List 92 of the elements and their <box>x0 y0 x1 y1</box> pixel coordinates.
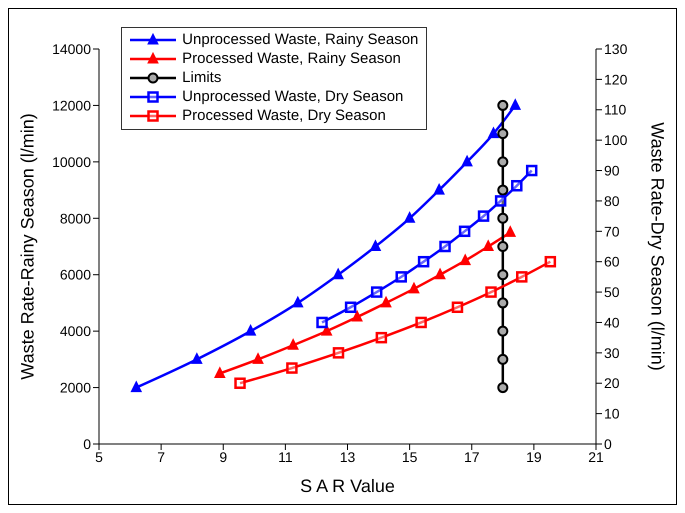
point <box>286 362 298 374</box>
point <box>497 184 508 196</box>
point <box>497 326 508 337</box>
point <box>452 302 464 314</box>
y2-tick-label: 30 <box>604 344 620 361</box>
x-tick-label: 17 <box>464 448 480 465</box>
point <box>370 286 382 298</box>
point <box>376 332 388 344</box>
point <box>434 268 446 280</box>
point <box>482 240 494 251</box>
point <box>380 296 392 308</box>
y-tick-label: 4000 <box>60 323 92 340</box>
point <box>485 286 497 298</box>
point <box>130 381 142 392</box>
y-tick-label: 12000 <box>52 97 92 114</box>
point <box>516 271 528 283</box>
point <box>478 210 490 222</box>
point <box>404 212 416 223</box>
point <box>497 382 508 394</box>
point <box>458 226 470 238</box>
point <box>214 366 226 378</box>
y2-tick-label: 120 <box>604 71 628 88</box>
point <box>511 180 523 192</box>
x-axis-title: S A R Value <box>300 476 395 496</box>
x-tick-label: 15 <box>402 448 418 465</box>
y2-tick-label: 0 <box>604 436 612 452</box>
legend-label: Unprocessed Waste, Rainy Season <box>182 31 418 48</box>
point <box>332 268 344 280</box>
x-tick-label: 13 <box>340 448 356 465</box>
point <box>332 347 344 359</box>
point <box>497 354 508 365</box>
x-tick-label: 5 <box>95 448 104 465</box>
point <box>292 296 304 308</box>
point <box>245 324 256 336</box>
y-tick-label: 14000 <box>52 40 92 57</box>
y2-tick-label: 10 <box>604 406 620 422</box>
point <box>415 316 427 328</box>
y-tick-label: 10000 <box>52 154 92 170</box>
y2-tick-label: 110 <box>604 102 627 118</box>
y-tick-label: 8000 <box>60 210 92 226</box>
point <box>252 352 264 364</box>
point <box>288 338 299 350</box>
x-tick-label: 11 <box>278 448 293 465</box>
point <box>462 155 473 166</box>
point <box>352 310 363 322</box>
point <box>488 127 499 138</box>
y2-tick-label: 50 <box>604 284 620 300</box>
point <box>434 184 445 195</box>
point <box>497 269 508 280</box>
point <box>370 240 381 251</box>
y2-tick-label: 60 <box>604 254 620 270</box>
y-tick-label: 0 <box>83 436 92 452</box>
x-tick-label: 7 <box>157 448 166 465</box>
point <box>544 256 556 268</box>
point <box>395 271 407 283</box>
y2-tick-label: 130 <box>604 40 628 57</box>
point <box>497 241 508 252</box>
legend-label: Processed Waste, Dry Season <box>182 107 386 124</box>
x-tick-label: 19 <box>526 448 542 465</box>
point <box>439 240 451 252</box>
y2-tick-label: 90 <box>604 162 620 179</box>
y-tick-label: 6000 <box>60 266 92 283</box>
point <box>494 195 506 207</box>
legend-label: Unprocessed Waste, Dry Season <box>182 88 404 105</box>
y2-tick-label: 40 <box>604 314 620 330</box>
point <box>321 324 332 336</box>
point <box>497 212 508 224</box>
point <box>497 156 508 168</box>
point <box>316 316 328 328</box>
x-tick-label: 21 <box>588 448 604 465</box>
x-tick-label: 9 <box>219 448 228 465</box>
y2-axis-title: Waste Rate-Dry Season (l/min) <box>648 122 668 371</box>
point <box>191 352 202 364</box>
y-axis-title: Waste Rate-Rainy Season (l/min) <box>17 113 38 380</box>
y2-tick-label: 80 <box>604 192 620 209</box>
point <box>497 100 508 111</box>
y2-tick-label: 20 <box>604 375 620 392</box>
y2-tick-label: 100 <box>604 132 628 148</box>
point <box>418 256 430 268</box>
point <box>234 377 246 389</box>
legend-label: Processed Waste, Rainy Season <box>182 50 401 67</box>
point <box>497 297 508 308</box>
legend-label: Limits <box>182 69 222 86</box>
point <box>510 98 521 110</box>
y2-tick-label: 70 <box>604 223 620 240</box>
point <box>497 128 508 140</box>
point <box>460 254 471 266</box>
y-tick-label: 2000 <box>60 380 92 396</box>
point <box>408 282 420 294</box>
point <box>504 226 516 237</box>
point <box>344 302 356 314</box>
point <box>526 164 538 176</box>
